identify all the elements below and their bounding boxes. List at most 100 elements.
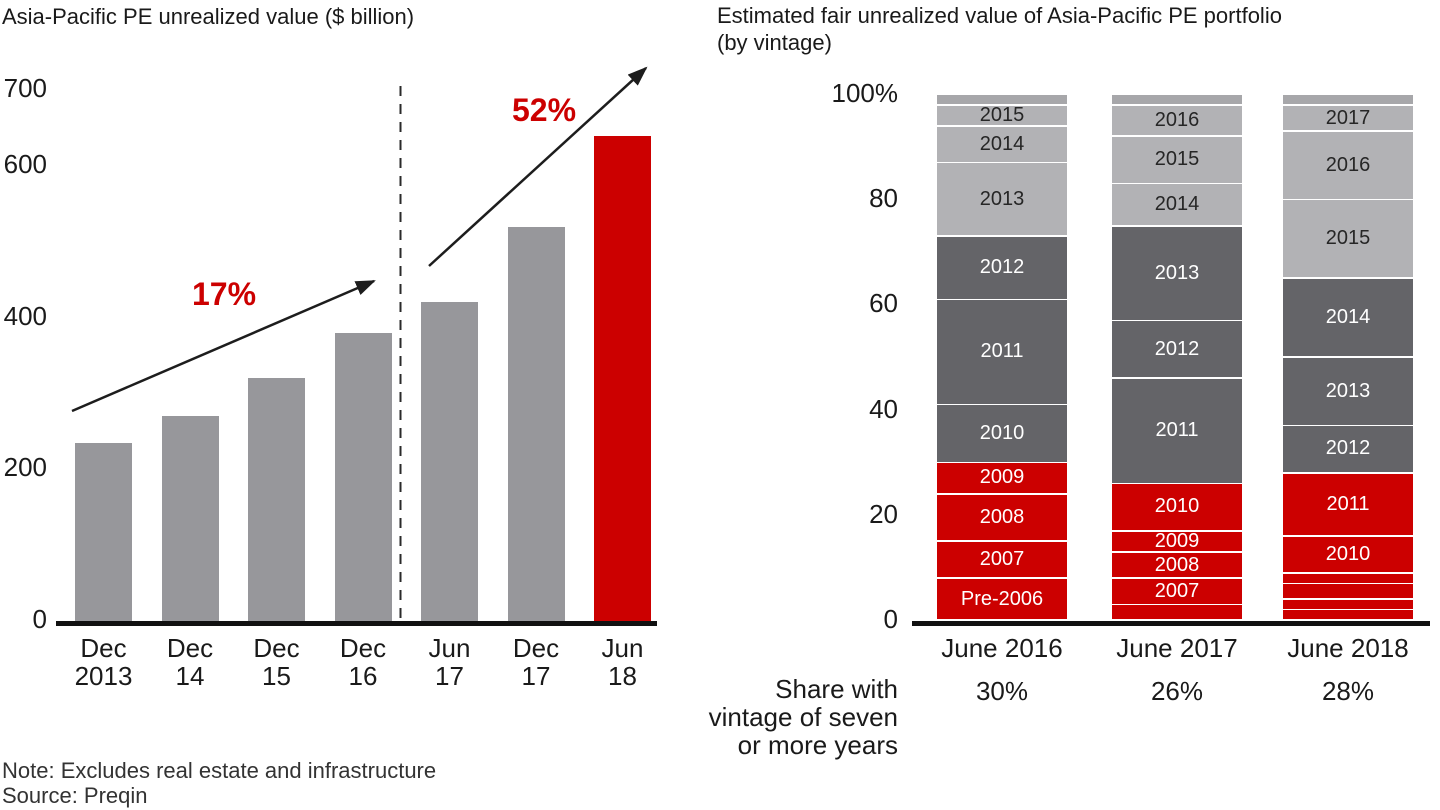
segment-june-2016-2007 <box>937 542 1067 578</box>
segment-june-2018-2016 <box>1283 131 1413 199</box>
growth-label-17: 17% <box>191 276 257 312</box>
segment-label-2013: 2013 <box>979 188 1025 211</box>
left-ytick-400: 400 <box>3 300 47 331</box>
segment-june-2017-2017 <box>1112 95 1242 104</box>
left-xtick-line2: 18 <box>608 661 637 691</box>
share-row-label-line1: Share with <box>775 674 898 704</box>
segment-june-2016-2012 <box>937 237 1067 299</box>
share-row-label: Share with vintage of seven or more year… <box>598 675 898 759</box>
segment-label-2013: 2013 <box>1325 380 1371 402</box>
segment-label-2012: 2012 <box>1154 338 1200 361</box>
right-xtick-june-2018: June 2018 <box>1287 633 1409 663</box>
segment-label-2014: 2014 <box>1154 193 1200 216</box>
left-xtick-line1: Dec <box>512 633 560 663</box>
segment-label-2007: 2007 <box>1154 579 1200 602</box>
segment-label-2008: 2008 <box>1154 553 1200 576</box>
left-xtick-jun-18: Jun 18 <box>580 634 666 690</box>
left-ytick-700: 700 <box>3 73 47 103</box>
bar-dec-17 <box>507 226 565 621</box>
left-xtick-line2: 2013 <box>74 661 133 691</box>
left-xtick-dec-15: Dec 15 <box>234 634 320 690</box>
left-xtick-dec-14: Dec 14 <box>147 634 233 690</box>
right-ytick-80: 80 <box>869 183 898 214</box>
growth-label-52: 52% <box>511 92 577 128</box>
bar-dec-16 <box>334 332 392 621</box>
left-xtick-line1: Dec <box>339 633 387 663</box>
left-xtick-line2: 17 <box>435 661 464 691</box>
segment-june-2018-2009 <box>1283 573 1413 583</box>
segment-june-2018-2015 <box>1283 200 1413 278</box>
segment-june-2016-pre-2006 <box>937 578 1067 620</box>
segment-june-2017-2008 <box>1112 552 1242 578</box>
segment-label-2011: 2011 <box>1326 492 1370 515</box>
right-ytick-40: 40 <box>869 393 898 424</box>
left-xtick-dec-16: Dec 16 <box>320 634 406 690</box>
left-xtick-line1: Jun <box>601 633 644 663</box>
segment-label-2015: 2015 <box>1154 148 1200 171</box>
note-text: Note: Excludes real estate and infrastru… <box>2 758 437 783</box>
segment-june-2017-pre-2006 <box>1112 605 1242 620</box>
segment-june-2017-2010 <box>1112 484 1242 530</box>
left-ytick-0: 0 <box>32 604 47 634</box>
segment-june-2018-2013 <box>1283 358 1413 425</box>
segment-june-2017-2011 <box>1112 379 1242 483</box>
left-xtick-line1: Dec <box>253 633 300 663</box>
left-xtick-dec-17: Dec 17 <box>493 634 579 690</box>
left-xtick-dec-2013: Dec 2013 <box>61 634 147 690</box>
segment-label-2010: 2010 <box>979 422 1025 445</box>
bar-dec-15 <box>248 378 305 621</box>
share-value-june-2018: 28% <box>1321 676 1375 706</box>
segment-june-2018-2014 <box>1283 279 1413 357</box>
left-xtick-line1: Dec <box>80 633 127 663</box>
segment-june-2016-2014 <box>937 126 1067 162</box>
segment-june-2017-2015 <box>1112 137 1242 183</box>
segment-june-2016-2011 <box>937 300 1067 404</box>
segment-june-2016-2009 <box>937 463 1067 494</box>
segment-label-2007: 2007 <box>979 548 1025 571</box>
left-xtick-line1: Jun <box>428 633 471 663</box>
segment-label-2016: 2016 <box>1325 153 1371 176</box>
right-x-axis-line <box>912 621 1430 626</box>
segment-june-2018-2010 <box>1283 536 1413 573</box>
segment-label-2017: 2017 <box>1325 106 1371 129</box>
bar-jun-17 <box>421 302 478 621</box>
left-xtick-line2: 16 <box>348 661 378 691</box>
segment-june-2017-2014 <box>1112 184 1242 225</box>
segment-label-2015: 2015 <box>1325 227 1371 250</box>
segment-june-2018-pre-2006 <box>1283 610 1413 620</box>
segment-june-2018-2017 <box>1283 105 1413 131</box>
segment-june-2016-2015 <box>937 105 1067 125</box>
source-text: Source: Preqin <box>2 783 148 808</box>
segment-label-2011: 2011 <box>1155 419 1199 442</box>
right-chart-title-line1: Estimated fair unrealized value of Asia-… <box>717 3 1282 28</box>
right-ytick-20: 20 <box>869 498 898 529</box>
segment-june-2016-2010 <box>937 405 1067 462</box>
segment-label-2015: 2015 <box>979 103 1025 126</box>
segment-june-2018-2007 <box>1283 599 1413 609</box>
share-row-label-line3: or more years <box>737 730 898 760</box>
segment-june-2017-2012 <box>1112 321 1242 378</box>
segment-label-2013: 2013 <box>1154 261 1200 284</box>
segment-label-2014: 2014 <box>1325 306 1371 329</box>
share-row-label-line2: vintage of seven <box>708 702 898 732</box>
segment-label-2008: 2008 <box>979 505 1025 528</box>
bar-dec-14 <box>161 416 219 621</box>
right-ytick-100: 100% <box>831 78 899 108</box>
segment-june-2016-2016 <box>937 95 1067 104</box>
right-xtick-june-2017: June 2017 <box>1116 633 1238 663</box>
segment-label-2009: 2009 <box>979 466 1025 489</box>
segment-label-2009: 2009 <box>1154 529 1200 552</box>
share-value-june-2016: 30% <box>975 676 1029 706</box>
left-x-axis-line <box>56 621 657 626</box>
right-ytick-0: 0 <box>883 604 898 634</box>
segment-june-2018-2011 <box>1283 473 1413 536</box>
segment-label-2010: 2010 <box>1325 542 1371 565</box>
left-xtick-jun-17: Jun 17 <box>407 634 493 690</box>
segment-june-2018-2012 <box>1283 426 1413 473</box>
segment-june-2016-2008 <box>937 494 1067 541</box>
segment-june-2016-2013 <box>937 163 1067 236</box>
right-xtick-june-2016: June 2016 <box>941 633 1063 663</box>
share-value-june-2017: 26% <box>1150 676 1204 706</box>
segment-label-2012: 2012 <box>979 256 1025 279</box>
